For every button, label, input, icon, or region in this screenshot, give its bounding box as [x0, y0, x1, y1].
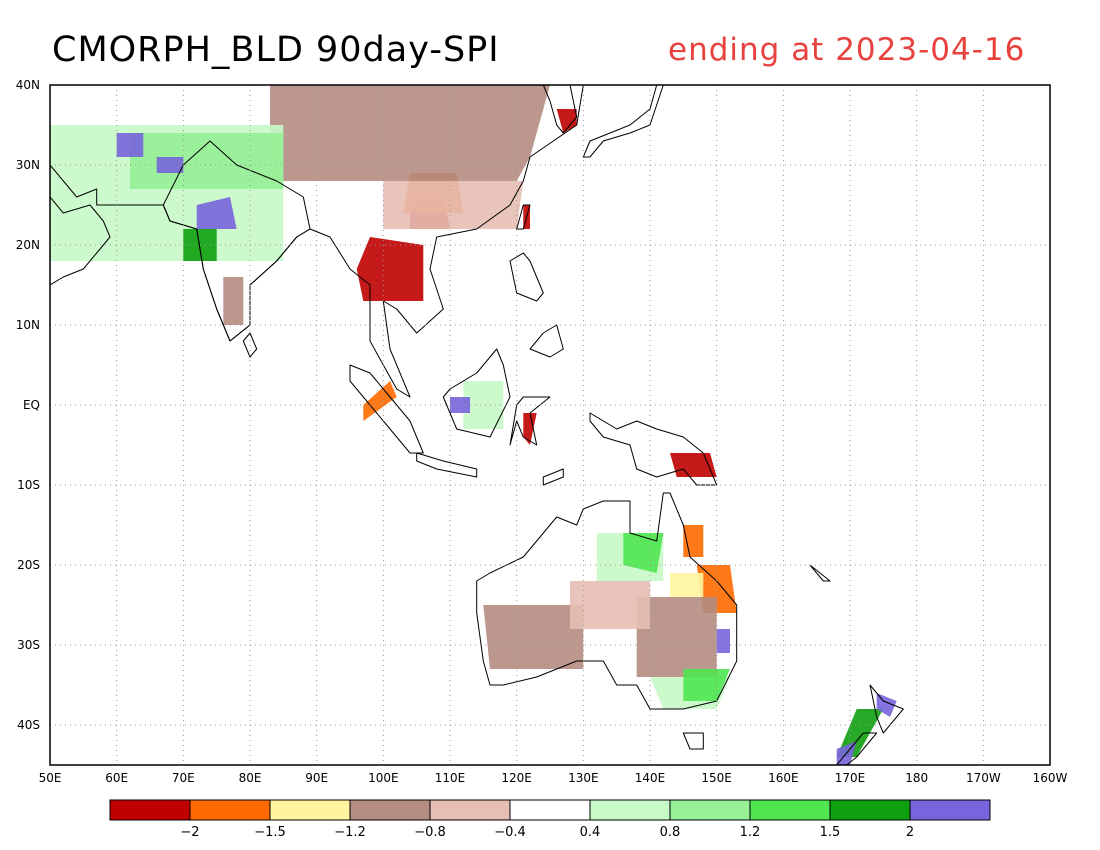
colorbar-label: 1.5	[820, 825, 841, 840]
coastline-java	[416, 452, 478, 478]
coastline-new-guinea	[589, 412, 718, 486]
lon-label: 60E	[105, 771, 128, 785]
colorbar-swatch	[909, 799, 991, 821]
coastline-borneo	[442, 348, 511, 438]
spi-patch	[463, 381, 504, 429]
latitude-labels: 40N 30N 20N 10N EQ 10S 20S 30S 40S	[16, 78, 40, 732]
lat-label: 30S	[17, 638, 40, 652]
lon-label: 110E	[435, 771, 466, 785]
coastline-mindanao	[529, 324, 564, 358]
plot-frame	[49, 84, 1051, 766]
coastline-nz-south	[836, 732, 878, 765]
spi-patch	[363, 381, 397, 421]
lat-label: 20N	[16, 238, 40, 252]
lon-label: 140E	[635, 771, 666, 785]
coastline-sri-lanka	[242, 332, 258, 358]
lon-label: 180	[905, 771, 928, 785]
spi-patch	[623, 533, 664, 573]
spi-patch	[196, 197, 237, 229]
colorbar-swatch	[669, 799, 751, 821]
lon-label: 120E	[501, 771, 532, 785]
spi-patch	[670, 453, 717, 477]
colorbar-label: 1.2	[740, 825, 761, 840]
spi-patch	[116, 133, 144, 157]
spi-patch	[130, 133, 284, 189]
colorbar-label: 2	[906, 825, 914, 840]
spi-patch	[670, 573, 704, 597]
colorbar-swatch	[349, 799, 431, 821]
lon-label: 100E	[368, 771, 399, 785]
spi-patch	[716, 629, 730, 653]
map-title: CMORPH_BLD 90day-SPI	[52, 30, 500, 70]
lat-label: 10S	[17, 478, 40, 492]
colorbar: −2 −1.5 −1.2 −0.8 −0.4 0.4 0.8 1.2 1.5 2	[109, 799, 991, 840]
lon-label: 150E	[701, 771, 732, 785]
colorbar-swatch	[509, 799, 591, 821]
spi-patch	[570, 581, 650, 629]
lon-label: 80E	[239, 771, 262, 785]
lat-label: EQ	[23, 398, 40, 412]
coastline-mainland-asia	[50, 85, 584, 398]
colorbar-swatch	[189, 799, 271, 821]
colorbar-swatch	[749, 799, 831, 821]
spi-patch	[270, 85, 550, 181]
colorbar-swatch	[109, 799, 191, 821]
coastline-tasmania	[682, 732, 704, 750]
coastline-japan	[582, 85, 664, 158]
longitude-labels: 50E 60E 70E 80E 90E 100E 110E 120E 130E 140E 150E 1…	[39, 771, 1068, 785]
coastline-new-caledonia	[809, 564, 831, 582]
lat-label: 30N	[16, 158, 40, 172]
lon-label: 170W	[966, 771, 1001, 785]
spi-patch	[556, 109, 577, 133]
coastline-arabia	[50, 196, 111, 286]
map-subtitle: ending at 2023-04-16	[668, 32, 1026, 68]
spi-patch	[636, 597, 717, 677]
colorbar-swatch	[269, 799, 351, 821]
colorbar-label: −1.5	[254, 825, 286, 840]
lat-label: 40S	[17, 718, 40, 732]
spi-patch	[223, 277, 244, 325]
graticule	[50, 85, 1050, 765]
coastline-timor	[542, 468, 564, 486]
spi-patch	[356, 237, 424, 301]
spi-fill-layer	[50, 85, 897, 765]
colorbar-label: 0.4	[580, 825, 601, 840]
spi-patch	[523, 413, 537, 445]
coastline-sulawesi	[509, 396, 551, 446]
lon-label: 70E	[172, 771, 195, 785]
colorbar-label: −1.2	[334, 825, 366, 840]
lon-label: 130E	[568, 771, 599, 785]
coastline-layer	[50, 85, 904, 765]
spi-patch	[383, 181, 524, 229]
colorbar-label: −0.4	[494, 825, 526, 840]
colorbar-label: −0.8	[414, 825, 446, 840]
colorbar-swatch	[829, 799, 911, 821]
lon-label: 160E	[768, 771, 799, 785]
coastline-korea	[542, 85, 578, 134]
lat-label: 10N	[16, 318, 40, 332]
lon-label: 160W	[1033, 771, 1068, 785]
lat-label: 20S	[17, 558, 40, 572]
coastline-luzon	[509, 252, 544, 302]
spi-patch	[683, 669, 730, 701]
lon-label: 90E	[305, 771, 328, 785]
lon-label: 50E	[39, 771, 62, 785]
lon-label: 170E	[835, 771, 866, 785]
colorbar-label: −2	[180, 825, 199, 840]
colorbar-swatch	[589, 799, 671, 821]
colorbar-swatch	[429, 799, 511, 821]
coastline-taiwan	[516, 204, 531, 230]
coastline-sumatra	[349, 364, 424, 454]
spi-patch	[483, 605, 584, 669]
colorbar-label: 0.8	[660, 825, 681, 840]
lat-label: 40N	[16, 78, 40, 92]
